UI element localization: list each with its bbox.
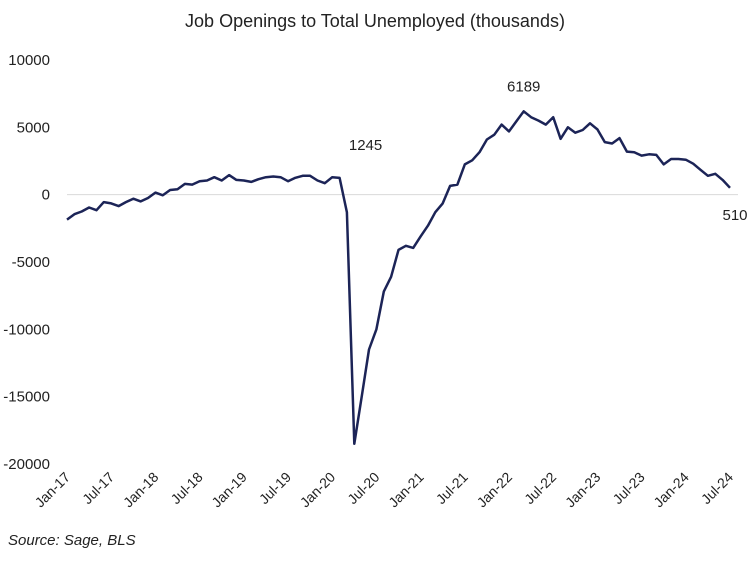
y-tick-label: -15000 <box>3 389 50 406</box>
y-tick-label: 10000 <box>8 52 50 69</box>
y-tick-label: -10000 <box>3 321 50 338</box>
x-tick-label: Jul-20 <box>344 469 382 507</box>
y-tick-label: -20000 <box>3 456 50 473</box>
series-line <box>66 110 731 446</box>
y-tick-label: 5000 <box>17 119 50 136</box>
x-axis: Jan-17 Jul-17 Jan-18 Jul-18 Jan-19 Jul-19 Jan-… <box>32 469 737 511</box>
x-tick-label: Jul-17 <box>79 469 117 507</box>
data-label: 6189 <box>507 78 540 95</box>
x-tick-label: Jan-24 <box>650 469 692 511</box>
x-tick-label: Jul-19 <box>256 469 294 507</box>
plot-area <box>66 110 731 446</box>
x-tick-label: Jan-17 <box>32 469 74 511</box>
x-tick-label: Jan-20 <box>297 469 339 511</box>
x-tick-label: Jul-21 <box>433 469 471 507</box>
source-note: Source: Sage, BLS <box>8 532 136 549</box>
data-label: 1245 <box>349 137 382 154</box>
x-tick-label: Jan-19 <box>208 469 250 511</box>
y-tick-label: -5000 <box>12 254 50 271</box>
x-tick-label: Jan-22 <box>474 469 516 511</box>
y-tick-label: 0 <box>42 187 50 204</box>
x-tick-label: Jan-21 <box>385 469 427 511</box>
chart-title: Job Openings to Total Unemployed (thousa… <box>185 11 565 31</box>
x-tick-label: Jul-23 <box>609 469 647 507</box>
y-axis: 10000 5000 0 -5000 -10000 -15000 -20000 <box>3 52 738 473</box>
annotations: 1245 6189 510 <box>349 78 748 223</box>
x-tick-label: Jan-23 <box>562 469 604 511</box>
data-label: 510 <box>722 207 747 224</box>
x-tick-label: Jan-18 <box>120 469 162 511</box>
x-tick-label: Jul-24 <box>698 469 736 507</box>
x-tick-label: Jul-22 <box>521 469 559 507</box>
x-tick-label: Jul-18 <box>167 469 205 507</box>
